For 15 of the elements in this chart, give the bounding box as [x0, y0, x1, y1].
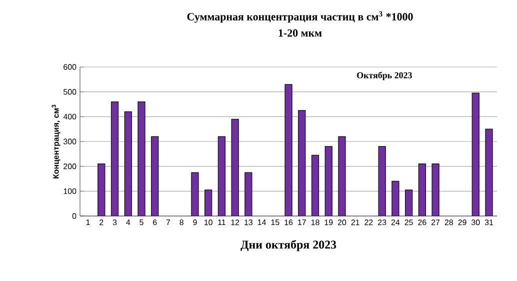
annotation: Октябрь 2023	[357, 72, 412, 80]
x-axis-title: Дни октября 2023	[240, 240, 336, 252]
chart-subtitle: 1-20 мкм	[278, 29, 322, 37]
bar	[312, 155, 319, 216]
bar	[298, 110, 306, 216]
bar	[218, 136, 226, 216]
bar	[124, 112, 132, 216]
bar	[111, 102, 118, 216]
bar	[98, 164, 105, 216]
bar	[418, 164, 426, 216]
bar	[325, 146, 332, 216]
chart-title: Суммарная концентрация частиц в см$^{3}$ *1000	[187, 11, 413, 23]
bar	[151, 136, 158, 216]
bar	[244, 172, 252, 216]
bar	[472, 93, 480, 216]
